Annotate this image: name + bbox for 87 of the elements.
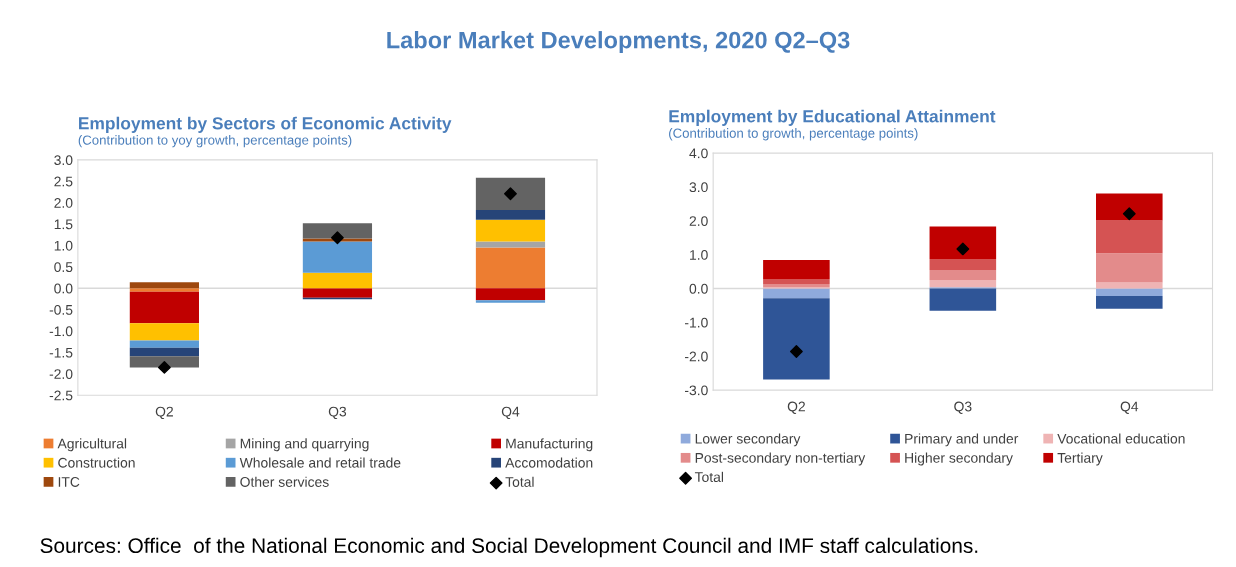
legend-label: Post-secondary non-tertiary [695,452,866,466]
point [331,231,344,245]
chart-subtitle: (Contribution to yoy growth, percentage points) [78,135,352,148]
bar [1096,253,1163,283]
x-tick-label: Q4 [1120,401,1139,414]
y-tick-label: 2.0 [689,216,708,226]
bar [475,300,546,303]
point [1122,207,1136,221]
legend-label: Primary and under [905,433,1019,447]
text: Labor Market Developments, 2020 Q2–Q3 [387,31,850,54]
chart-title: Employment by Sectors of Economic Activity [79,116,452,133]
y-tick-label: -2.0 [49,369,73,379]
bar [475,177,546,210]
legend-label: Vocational education [1057,433,1185,444]
bar [302,241,373,273]
bar [929,226,997,260]
y-tick-label: 1.0 [54,240,73,251]
legend-label: Other services [240,476,329,487]
chart-subtitle: (Contribution to growth, percentage points) [669,128,918,141]
bar [475,288,546,301]
legend-label: Wholesale and retail trade [239,457,401,468]
legend-label: Total [505,476,534,487]
legend-label: Construction [58,457,135,468]
bar [763,279,830,285]
y-tick-label: 3.0 [54,155,73,166]
legend-label: Higher secondary [905,452,1013,466]
bar [129,288,199,292]
point [789,345,803,358]
legend-label: Agricultural [57,438,127,452]
bar [129,356,199,368]
y-tick-label: 0.5 [54,262,73,273]
x-tick-label: Q2 [787,401,805,414]
bar [763,298,830,380]
y-tick-label: -0.5 [49,304,73,315]
x-tick-label: Q4 [501,406,520,419]
legend-label: ITC [58,477,80,487]
legend-label: Total [694,471,724,482]
chart-title: Employment by Educational Attainment [669,109,996,126]
y-tick-label: 2.0 [54,198,73,208]
bar [475,247,546,289]
bar [763,260,830,280]
bar [929,280,997,288]
legend-label: Mining and quarrying [240,438,369,452]
source-note: Sources: Office of the National Economic and Social Development Council and IMF staff calculations. [40,537,978,558]
bar [929,288,997,311]
legend-label: Accomodation [505,457,593,468]
bar [1096,220,1163,254]
bar [475,209,546,220]
y-tick-label: -3.0 [685,385,708,396]
y-tick-label: 4.0 [689,148,708,159]
y-tick-label: -1.0 [685,317,708,328]
y-tick-label: -2.0 [685,351,708,362]
bar [302,272,373,289]
y-tick-label: -1.5 [49,347,73,358]
bar [302,223,373,239]
y-tick-label: -1.0 [49,326,73,337]
legend-label: Tertiary [1057,452,1103,466]
bar [1096,193,1163,221]
point [157,360,171,374]
bar [129,291,199,324]
bar [1096,288,1163,296]
bar [129,282,199,289]
y-tick-label: 1.5 [54,219,73,230]
bar [475,241,546,248]
y-tick-label: 1.0 [690,250,708,260]
y-tick-label: 2.5 [54,176,73,187]
bar [929,259,997,270]
bar [302,288,373,298]
bar [763,288,830,299]
bar [1096,295,1163,309]
bar [475,219,546,242]
point [956,242,970,256]
legend-label: Lower secondary [695,433,801,447]
bar [929,269,997,281]
x-tick-label: Q2 [155,406,173,419]
bar [129,323,199,341]
y-tick-label: 0.0 [54,283,73,294]
bar [129,340,199,348]
y-tick-label: 0.0 [689,283,708,294]
point [504,187,517,201]
bar [1096,282,1163,289]
y-tick-label: 3.0 [689,182,708,193]
x-tick-label: Q3 [328,406,347,419]
legend-label: Manufacturing [506,438,593,452]
bar [129,347,199,357]
y-tick-label: -2.5 [49,390,73,401]
x-tick-label: Q3 [954,401,972,414]
